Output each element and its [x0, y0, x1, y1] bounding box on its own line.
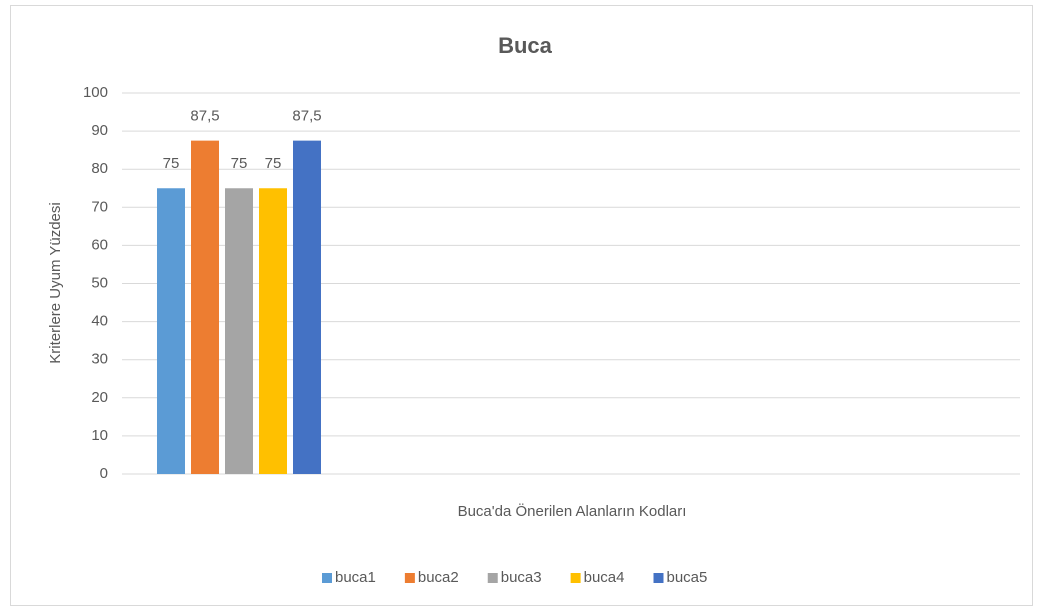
y-tick-label: 90: [91, 122, 108, 139]
y-tick-label: 80: [91, 160, 108, 177]
legend-label: buca1: [335, 569, 376, 586]
bar: [259, 188, 287, 474]
y-tick-label: 60: [91, 236, 108, 253]
legend-label: buca3: [501, 569, 542, 586]
y-tick-label: 70: [91, 198, 108, 215]
data-label: 75: [265, 155, 282, 172]
y-tick-label: 0: [100, 465, 108, 482]
bar: [293, 140, 321, 474]
bar: [225, 188, 253, 474]
legend-swatch: [570, 573, 581, 583]
data-label: 75: [163, 155, 180, 172]
y-axis-title: Kriterlere Uyum Yüzdesi: [47, 202, 64, 363]
legend-swatch: [653, 573, 664, 583]
y-tick-label: 20: [91, 389, 108, 406]
legend-label: buca4: [584, 569, 625, 586]
y-tick-label: 100: [83, 84, 108, 101]
y-tick-label: 30: [91, 351, 108, 368]
y-tick-label: 10: [91, 427, 108, 444]
legend-label: buca2: [418, 569, 459, 586]
bar: [191, 140, 219, 474]
legend-swatch: [322, 573, 332, 583]
data-label: 87,5: [292, 108, 321, 125]
chart-title: Buca: [498, 33, 553, 58]
x-axis-title: Buca'da Önerilen Alanların Kodları: [458, 502, 687, 520]
y-tick-label: 50: [91, 274, 108, 291]
data-label: 75: [231, 155, 248, 172]
legend-label: buca5: [667, 569, 708, 586]
legend-swatch: [404, 573, 415, 583]
legend-swatch: [487, 573, 498, 583]
data-label: 87,5: [190, 108, 219, 125]
bar: [157, 188, 185, 474]
y-tick-label: 40: [91, 313, 108, 330]
